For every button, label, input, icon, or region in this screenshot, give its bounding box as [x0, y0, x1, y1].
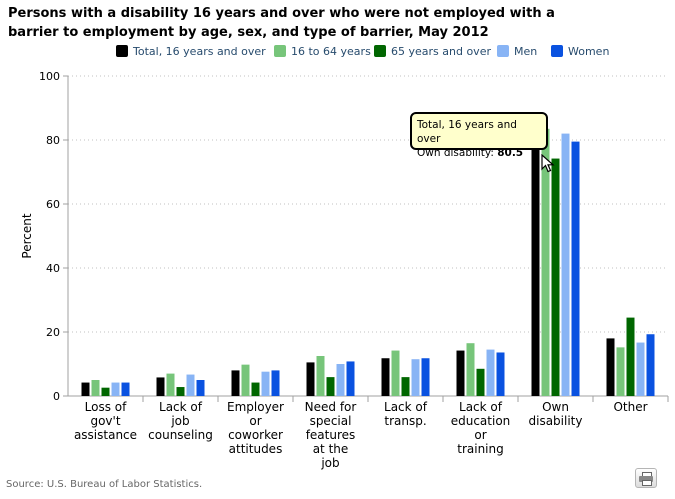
- mouse-pointer-icon: [541, 154, 555, 173]
- x-tick-label: Lack of: [159, 400, 203, 414]
- bar: [176, 387, 185, 396]
- x-tick-label: Lack of: [459, 400, 503, 414]
- chart-title: Persons with a disability 16 years and o…: [8, 6, 555, 40]
- print-button[interactable]: [635, 468, 657, 488]
- x-tick-label: Lack of: [384, 400, 428, 414]
- legend-label: Total, 16 years and over: [132, 45, 266, 58]
- x-tick-label: coworker: [228, 428, 283, 442]
- x-tick-label: Loss of: [85, 400, 127, 414]
- legend-swatch: [116, 45, 128, 57]
- tooltip-series-label: Total, 16 years and over: [417, 119, 517, 145]
- bar: [626, 317, 635, 396]
- y-tick-label: 0: [53, 390, 60, 403]
- bar: [571, 141, 580, 396]
- legend-swatch: [374, 45, 386, 57]
- bar: [261, 371, 270, 396]
- bar: [271, 370, 280, 396]
- y-axis-title: Percent: [20, 213, 34, 258]
- bar: [231, 370, 240, 396]
- bar: [456, 350, 465, 396]
- bar: [316, 356, 325, 396]
- y-tick-label: 20: [46, 326, 60, 339]
- legend-swatch: [551, 45, 563, 57]
- x-tick-label: training: [457, 442, 504, 456]
- bar: [421, 358, 430, 396]
- bar: [186, 374, 195, 396]
- x-tick-label: Own: [542, 400, 569, 414]
- tooltip-value: 80.5: [497, 147, 524, 159]
- bar: [346, 361, 355, 396]
- bar: [381, 358, 390, 396]
- legend-label: 65 years and over: [391, 45, 491, 58]
- legend-label: Men: [514, 45, 537, 58]
- x-tick-label: or: [474, 428, 486, 442]
- bar: [111, 382, 120, 396]
- y-tick-label: 60: [46, 198, 60, 211]
- x-tick-label: at the: [313, 442, 349, 456]
- x-tick-label: attitudes: [229, 442, 283, 456]
- legend-swatch: [497, 45, 509, 57]
- bar: [636, 342, 645, 396]
- x-tick-label: gov't: [90, 414, 120, 428]
- bar: [196, 380, 205, 396]
- bar: [476, 368, 485, 396]
- x-tick-label: transp.: [384, 414, 426, 428]
- bar: [411, 359, 420, 396]
- x-tick-label: features: [306, 428, 356, 442]
- x-tick-label: assistance: [74, 428, 137, 442]
- bar: [401, 377, 410, 396]
- bar: [156, 377, 165, 396]
- bar: [326, 377, 335, 396]
- x-tick-label: job: [320, 456, 339, 470]
- x-tick-label: counseling: [148, 428, 213, 442]
- bar: [531, 138, 540, 396]
- bar: [336, 364, 345, 396]
- bar: [91, 380, 100, 396]
- bar: [391, 350, 400, 396]
- bar: [486, 349, 495, 396]
- x-tick-label: job: [170, 414, 189, 428]
- bar: [166, 373, 175, 396]
- x-tick-label: education: [451, 414, 511, 428]
- bar: [646, 334, 655, 396]
- bar: [241, 364, 250, 396]
- legend-swatch: [274, 45, 286, 57]
- legend-label: 16 to 64 years: [291, 45, 371, 58]
- bar: [541, 128, 550, 397]
- x-tick-label: Need for: [305, 400, 357, 414]
- x-tick-label: Other: [613, 400, 647, 414]
- y-tick-label: 80: [46, 134, 60, 147]
- data-tooltip: Total, 16 years and over Own disability:…: [410, 112, 548, 159]
- x-tick-label: disability: [529, 414, 583, 428]
- bar: [101, 387, 110, 396]
- bar: [466, 343, 475, 396]
- tooltip-category-label: Own disability:: [417, 147, 494, 159]
- x-tick-label: or: [249, 414, 261, 428]
- source-note: Source: U.S. Bureau of Labor Statistics.: [6, 479, 203, 490]
- x-tick-label: Employer: [227, 400, 284, 414]
- bar: [496, 352, 505, 396]
- bar: [306, 362, 315, 396]
- y-tick-label: 40: [46, 262, 60, 275]
- y-tick-label: 100: [39, 70, 60, 83]
- legend-label: Women: [568, 45, 609, 58]
- bar: [121, 382, 130, 396]
- bar: [81, 382, 90, 396]
- bar: [251, 382, 260, 396]
- bar: [606, 338, 615, 396]
- bar: [551, 158, 560, 396]
- bar: [561, 133, 570, 396]
- x-tick-label: special: [310, 414, 352, 428]
- bar: [616, 347, 625, 396]
- tooltip-value-line: Own disability: 80.5: [417, 146, 541, 160]
